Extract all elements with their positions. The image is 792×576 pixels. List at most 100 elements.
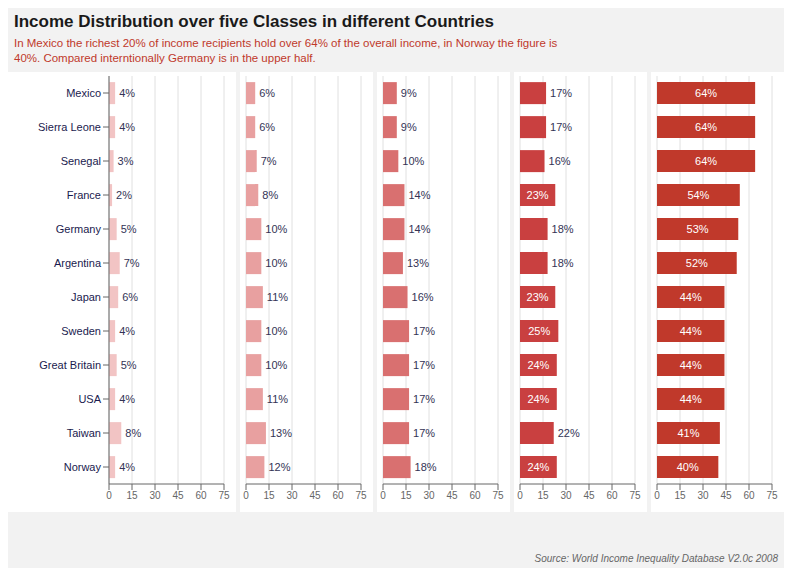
svg-text:Sierra Leone: Sierra Leone [38, 121, 101, 133]
svg-text:13%: 13% [407, 257, 429, 269]
svg-text:17%: 17% [413, 427, 435, 439]
svg-text:75: 75 [629, 490, 641, 501]
svg-text:75: 75 [492, 490, 504, 501]
svg-text:22%: 22% [558, 427, 580, 439]
svg-text:45: 45 [583, 490, 595, 501]
svg-text:15: 15 [126, 490, 138, 501]
svg-text:24%: 24% [527, 393, 549, 405]
svg-text:10%: 10% [265, 359, 287, 371]
svg-text:30: 30 [149, 490, 161, 501]
svg-text:10%: 10% [265, 257, 287, 269]
svg-text:15: 15 [537, 490, 549, 501]
svg-text:11%: 11% [267, 393, 288, 405]
svg-text:0: 0 [106, 490, 112, 501]
svg-text:10%: 10% [265, 223, 287, 235]
svg-text:0: 0 [380, 490, 386, 501]
svg-text:12%: 12% [268, 461, 290, 473]
svg-text:45: 45 [309, 490, 321, 501]
svg-text:6%: 6% [259, 121, 275, 133]
svg-text:44%: 44% [680, 291, 702, 303]
svg-text:6%: 6% [259, 87, 275, 99]
svg-text:23%: 23% [527, 291, 549, 303]
svg-text:16%: 16% [412, 291, 434, 303]
svg-text:64%: 64% [695, 155, 717, 167]
svg-text:75: 75 [355, 490, 367, 501]
svg-text:44%: 44% [680, 325, 702, 337]
svg-text:14%: 14% [408, 223, 430, 235]
svg-text:7%: 7% [124, 257, 140, 269]
svg-text:4%: 4% [119, 87, 135, 99]
svg-text:15: 15 [263, 490, 275, 501]
svg-text:10%: 10% [402, 155, 424, 167]
svg-text:15: 15 [674, 490, 686, 501]
svg-text:4%: 4% [119, 393, 135, 405]
svg-text:5%: 5% [121, 223, 137, 235]
svg-text:Sweden: Sweden [61, 325, 101, 337]
svg-text:60: 60 [743, 490, 755, 501]
svg-text:Mexico: Mexico [66, 87, 101, 99]
svg-text:30: 30 [286, 490, 298, 501]
svg-text:0: 0 [654, 490, 660, 501]
svg-text:24%: 24% [527, 359, 549, 371]
svg-text:9%: 9% [401, 87, 417, 99]
svg-text:USA: USA [78, 393, 101, 405]
svg-text:18%: 18% [552, 223, 574, 235]
svg-text:30: 30 [560, 490, 572, 501]
svg-text:60: 60 [332, 490, 344, 501]
svg-text:24%: 24% [527, 461, 549, 473]
svg-text:18%: 18% [552, 257, 574, 269]
svg-text:23%: 23% [527, 189, 549, 201]
svg-text:16%: 16% [549, 155, 571, 167]
svg-text:14%: 14% [408, 189, 430, 201]
svg-text:17%: 17% [550, 121, 572, 133]
svg-text:17%: 17% [413, 325, 435, 337]
svg-text:44%: 44% [680, 393, 702, 405]
svg-text:Great Britain: Great Britain [39, 359, 101, 371]
svg-text:10%: 10% [265, 325, 287, 337]
svg-text:17%: 17% [550, 87, 572, 99]
svg-text:54%: 54% [687, 189, 709, 201]
svg-text:13%: 13% [270, 427, 292, 439]
svg-text:Argentina: Argentina [54, 257, 102, 269]
svg-text:4%: 4% [119, 461, 135, 473]
svg-text:25%: 25% [528, 325, 550, 337]
svg-text:0: 0 [517, 490, 523, 501]
svg-text:41%: 41% [677, 427, 699, 439]
svg-text:8%: 8% [262, 189, 278, 201]
svg-text:6%: 6% [122, 291, 138, 303]
svg-text:64%: 64% [695, 87, 717, 99]
svg-text:75: 75 [218, 490, 230, 501]
svg-text:75: 75 [766, 490, 778, 501]
svg-text:Norway: Norway [64, 461, 102, 473]
svg-text:18%: 18% [415, 461, 437, 473]
svg-text:Taiwan: Taiwan [67, 427, 101, 439]
svg-text:45: 45 [720, 490, 732, 501]
svg-text:5%: 5% [121, 359, 137, 371]
svg-text:60: 60 [606, 490, 618, 501]
svg-text:15: 15 [400, 490, 412, 501]
svg-text:52%: 52% [686, 257, 708, 269]
svg-text:11%: 11% [267, 291, 288, 303]
svg-text:64%: 64% [695, 121, 717, 133]
svg-text:30: 30 [423, 490, 435, 501]
svg-text:Senegal: Senegal [61, 155, 101, 167]
svg-text:9%: 9% [401, 121, 417, 133]
svg-text:53%: 53% [687, 223, 709, 235]
svg-text:Japan: Japan [71, 291, 101, 303]
svg-text:7%: 7% [261, 155, 277, 167]
svg-text:France: France [67, 189, 101, 201]
svg-text:40%: 40% [677, 461, 699, 473]
svg-text:60: 60 [469, 490, 481, 501]
svg-text:44%: 44% [680, 359, 702, 371]
svg-text:17%: 17% [413, 359, 435, 371]
svg-text:3%: 3% [118, 155, 134, 167]
svg-text:45: 45 [172, 490, 184, 501]
svg-text:4%: 4% [119, 325, 135, 337]
svg-text:4%: 4% [119, 121, 135, 133]
svg-text:8%: 8% [125, 427, 141, 439]
svg-text:17%: 17% [413, 393, 435, 405]
svg-text:60: 60 [195, 490, 207, 501]
svg-text:45: 45 [446, 490, 458, 501]
svg-text:30: 30 [697, 490, 709, 501]
svg-text:0: 0 [243, 490, 249, 501]
